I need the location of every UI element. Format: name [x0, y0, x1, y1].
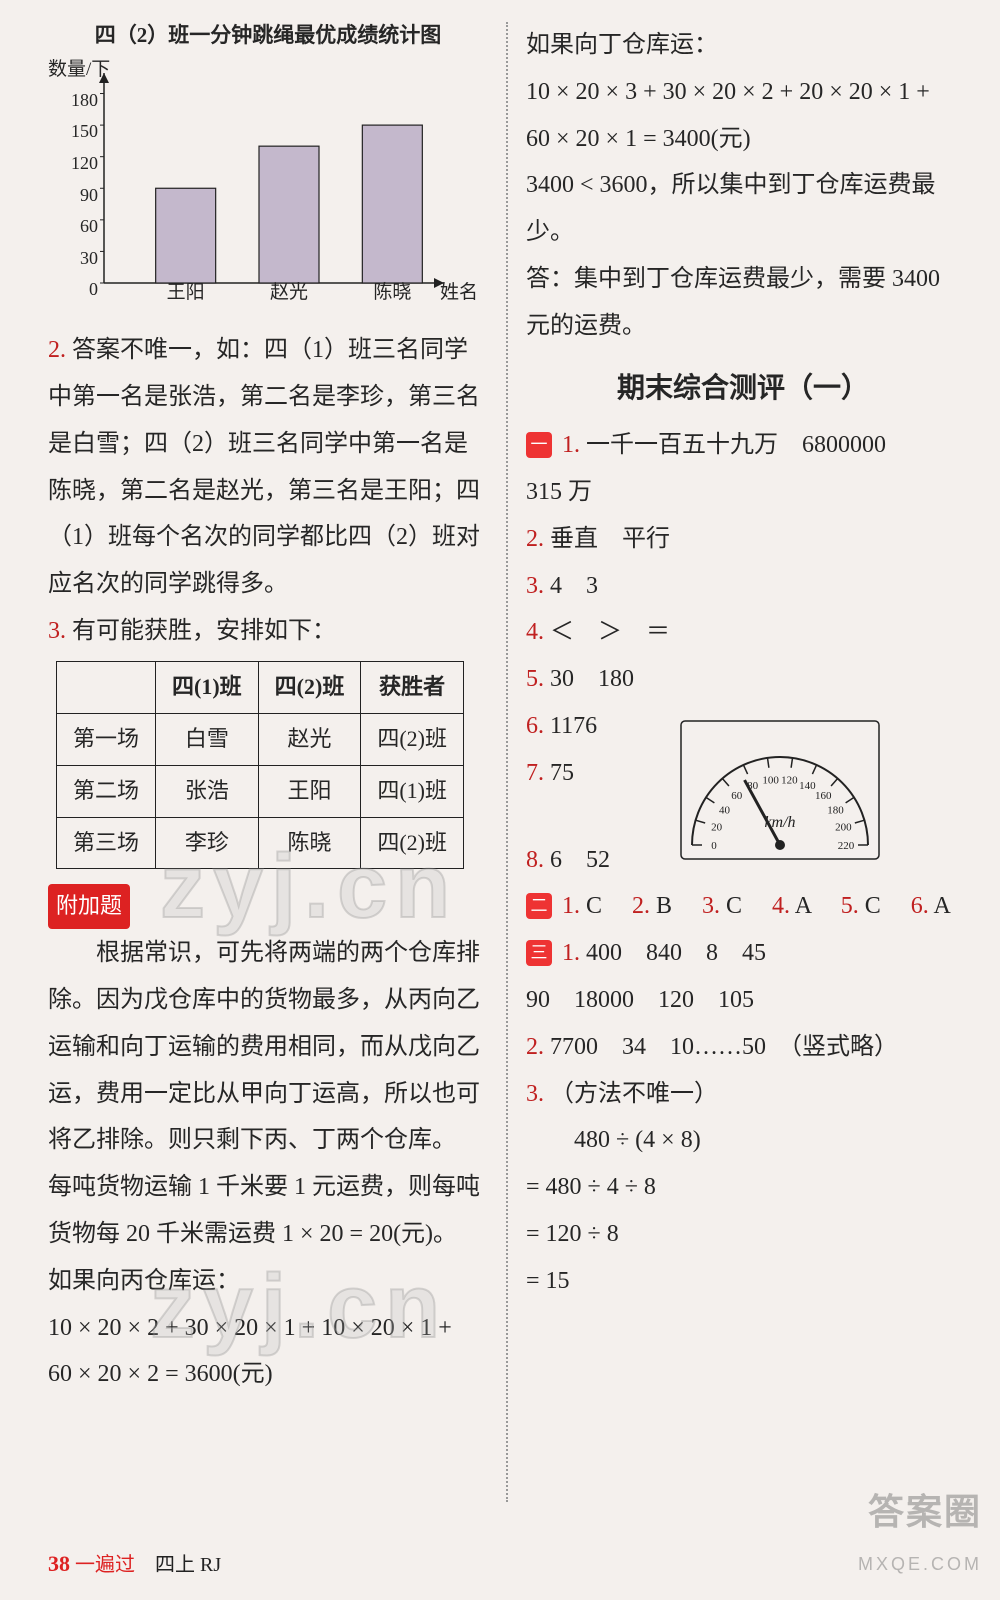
svg-text:60: 60	[731, 790, 743, 802]
answer-3: 3. 有可能获胜，安排如下：	[48, 608, 488, 655]
site-logo: 答案圈 MXQE.COM	[858, 1477, 982, 1582]
s1-line1: 一 1. 一千一百五十九万 6800000	[526, 422, 960, 469]
section-title: 期末综合测评（一）	[526, 362, 960, 417]
bonus-eq2: 60 × 20 × 2 = 3600(元)	[48, 1351, 488, 1398]
page-footer: 38 一遍过 四上 RJ	[48, 1543, 221, 1586]
s1-line3: 3. 4 3	[526, 563, 960, 610]
svg-text:40: 40	[719, 804, 731, 816]
svg-text:180: 180	[827, 804, 844, 816]
s1-line4: 4. ＜ ＞ ＝	[526, 609, 960, 656]
s3-eq4: = 15	[526, 1258, 960, 1305]
s3-eq1: 480 ÷ (4 × 8)	[526, 1117, 960, 1164]
svg-text:20: 20	[711, 821, 723, 833]
table-row: 第三场李珍陈晓四(2)班	[57, 817, 464, 869]
svg-text:km/h: km/h	[764, 814, 795, 831]
s2-line: 二 1. C 2. B 3. C 4. A 5. C 6. A	[526, 883, 960, 930]
s3-eq2: = 480 ÷ 4 ÷ 8	[526, 1164, 960, 1211]
section-three-icon: 三	[526, 940, 552, 966]
table-row: 第一场白雪赵光四(2)班	[57, 713, 464, 765]
speedometer: 020406080100120140160180200220km/h	[680, 720, 880, 860]
svg-text:120: 120	[781, 775, 798, 787]
bonus-p2: 每吨货物运输 1 千米要 1 元运费，则每吨货物每 20 千米需运费 1 × 2…	[48, 1164, 488, 1258]
table-header	[57, 661, 156, 713]
s1-line2: 2. 垂直 平行	[526, 516, 960, 563]
svg-text:160: 160	[815, 790, 832, 802]
table-row: 第二场张浩王阳四(1)班	[57, 765, 464, 817]
right-eq1: 10 × 20 × 3 + 30 × 20 × 2 + 20 × 20 × 1 …	[526, 69, 960, 116]
right-p2: 3400 < 3600，所以集中到丁仓库运费最少。	[526, 162, 960, 256]
answer-2: 2. 答案不唯一，如：四（1）班三名同学中第一名是张浩，第二名是李珍，第三名是白…	[48, 327, 488, 608]
table-header: 四(2)班	[258, 661, 361, 713]
right-p1: 如果向丁仓库运：	[526, 22, 960, 69]
svg-text:200: 200	[835, 821, 852, 833]
page-number: 38	[48, 1551, 70, 1576]
column-divider	[506, 22, 508, 1502]
bonus-eq1: 10 × 20 × 2 + 30 × 20 × 1 + 10 × 20 × 1 …	[48, 1305, 488, 1352]
s3-line2: 2. 7700 34 10……50 （竖式略）	[526, 1024, 960, 1071]
bonus-p1: 根据常识，可先将两端的两个仓库排除。因为戊仓库中的货物最多，从丙向乙运输和向丁运…	[48, 930, 488, 1164]
s3-line1b: 90 18000 120 105	[526, 977, 960, 1024]
table-header: 四(1)班	[156, 661, 259, 713]
svg-text:140: 140	[799, 780, 816, 792]
match-table: 四(1)班四(2)班获胜者 第一场白雪赵光四(2)班第二场张浩王阳四(1)班第三…	[56, 661, 464, 870]
svg-text:100: 100	[762, 775, 779, 787]
s1-line1b: 315 万	[526, 469, 960, 516]
section-two-icon: 二	[526, 893, 552, 919]
right-eq2: 60 × 20 × 1 = 3400(元)	[526, 116, 960, 163]
bar-chart: 数量/下 姓名 1801501209060300王阳赵光陈晓	[48, 55, 478, 315]
x-axis-label: 姓名	[440, 274, 478, 311]
s3-eq3: = 120 ÷ 8	[526, 1211, 960, 1258]
svg-text:220: 220	[838, 840, 855, 852]
bonus-label: 附加题	[48, 883, 488, 930]
bonus-p3: 如果向丙仓库运：	[48, 1258, 488, 1305]
s3-line3: 3. （方法不唯一）	[526, 1071, 960, 1118]
right-p3: 答：集中到丁仓库运费最少，需要 3400元的运费。	[526, 256, 960, 350]
table-header: 获胜者	[361, 661, 464, 713]
s1-line5: 5. 30 180	[526, 656, 960, 703]
svg-text:0: 0	[711, 840, 717, 852]
chart-svg	[48, 73, 478, 303]
s3-line1: 三 1. 400 840 8 45	[526, 930, 960, 977]
chart-title: 四（2）班一分钟跳绳最优成绩统计图	[48, 22, 488, 49]
section-one-icon: 一	[526, 432, 552, 458]
